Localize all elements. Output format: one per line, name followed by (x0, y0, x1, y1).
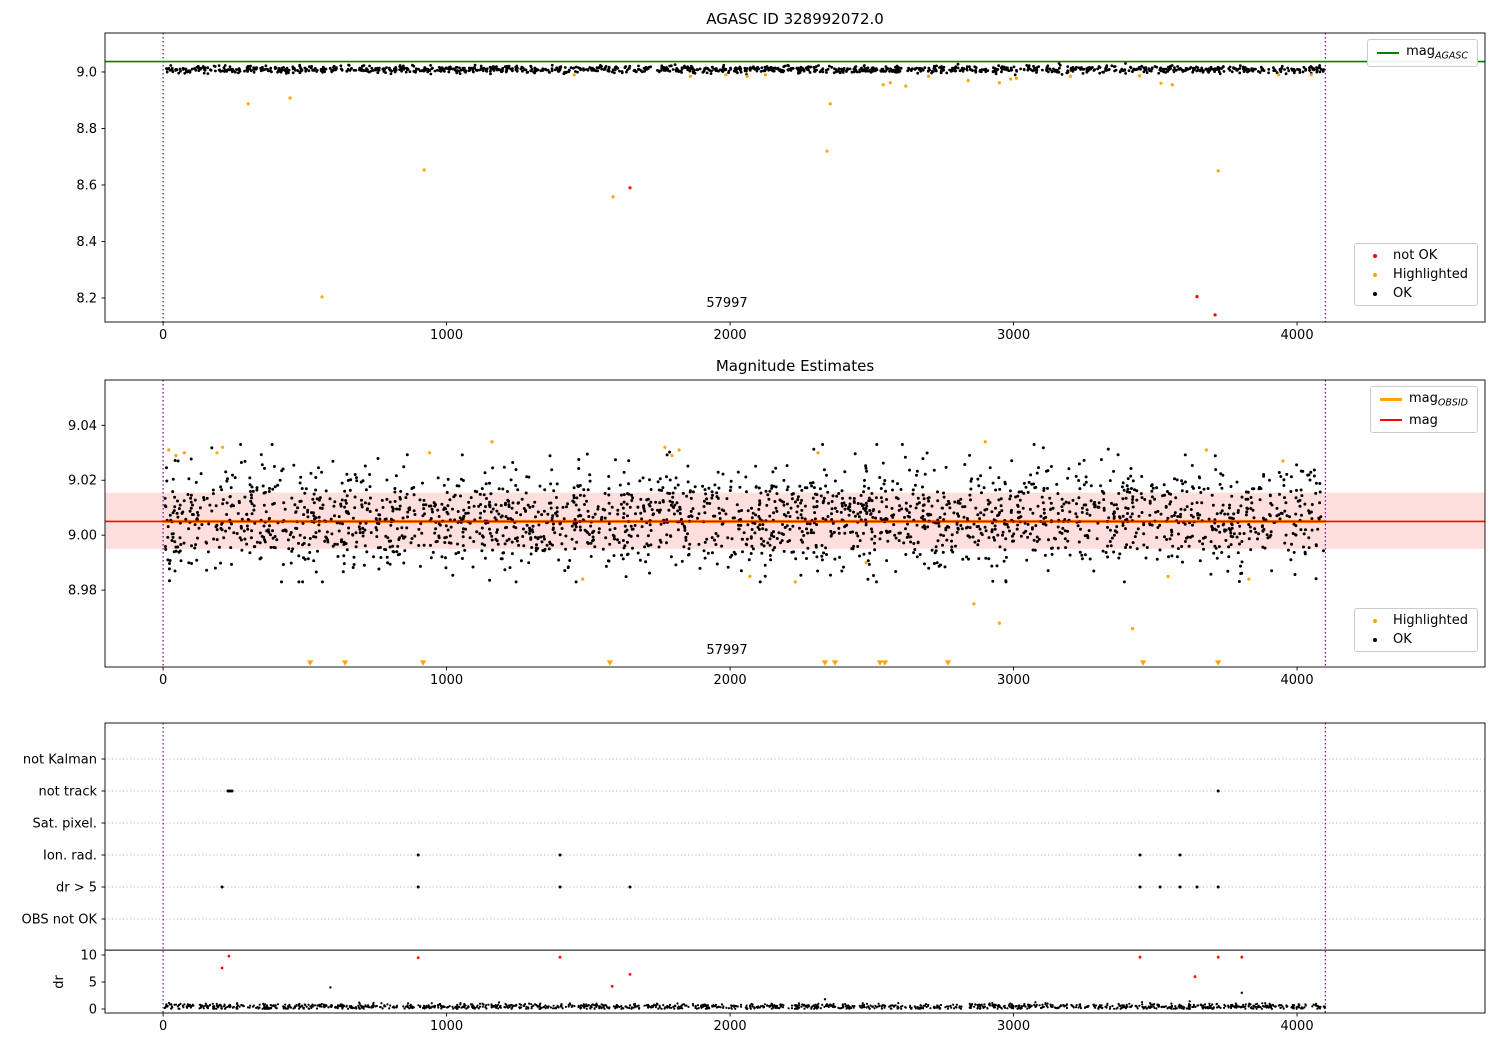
legend-entry-not-ok: not OK (1364, 248, 1468, 263)
svg-text:8.6: 8.6 (76, 178, 97, 193)
svg-text:10: 10 (80, 949, 97, 964)
legend-entry-mag-agasc: magAGASC (1377, 44, 1468, 62)
plot2-obsid-label: 57997 (706, 643, 748, 658)
svg-text:2000: 2000 (714, 1019, 747, 1034)
dr-outlier-points (329, 986, 1244, 1001)
svg-text:4000: 4000 (1281, 328, 1314, 343)
dr-axis-label: dr (52, 975, 67, 989)
legend-entry-ok-2-key (1364, 637, 1386, 642)
legend-entry-mag-obsid-key (1379, 398, 1402, 402)
svg-text:1000: 1000 (430, 673, 463, 688)
legend-plot1-markers: not OK Highlighted OK (1354, 243, 1478, 306)
svg-text:0: 0 (89, 1003, 97, 1018)
legend-entry-mag-key (1379, 419, 1402, 422)
svg-text:not Kalman: not Kalman (23, 753, 97, 768)
legend-entry-highlighted: Highlighted (1364, 267, 1468, 282)
svg-text:Sat. pixel.: Sat. pixel. (33, 817, 97, 832)
offscale-low-markers (307, 660, 1222, 666)
legend-entry-mag-obsid: magOBSID (1379, 391, 1468, 409)
svg-text:4000: 4000 (1281, 673, 1314, 688)
legend-entry-ok-2-label: OK (1393, 632, 1412, 647)
svg-text:5: 5 (89, 976, 97, 991)
legend-entry-mag-label: mag (1408, 412, 1438, 428)
svg-text:8.8: 8.8 (76, 122, 97, 137)
legend-mag-agasc: magAGASC (1367, 39, 1478, 67)
svg-text:2000: 2000 (714, 328, 747, 343)
svg-text:0: 0 (159, 328, 167, 343)
svg-text:8.2: 8.2 (76, 291, 97, 306)
plot-magnitude-estimates: 0 1000 2000 3000 4000 9.04 9.02 9.00 8.98 (68, 379, 1486, 688)
highlighted-points (246, 73, 1313, 299)
legend-plot2-lines: magOBSID mag (1369, 386, 1478, 433)
legend-entry-ok: OK (1364, 286, 1468, 301)
legend-entry-not-ok-key (1364, 253, 1386, 258)
legend-entry-ok-label: OK (1393, 286, 1412, 301)
legend-entry-mag-agasc-label: magAGASC (1406, 44, 1468, 62)
plot-agasc-mag: 0 1000 2000 3000 4000 9.0 8.8 8.6 8.4 8.2 (76, 32, 1486, 343)
legend-entry-mag: mag (1379, 412, 1468, 428)
legend-entry-highlighted-key (1364, 272, 1386, 277)
svg-text:9.0: 9.0 (76, 65, 97, 80)
svg-text:8.4: 8.4 (76, 235, 97, 250)
svg-text:Ion. rad.: Ion. rad. (43, 849, 97, 864)
svg-text:2000: 2000 (714, 673, 747, 688)
plot1-obsid-label: 57997 (706, 296, 748, 311)
svg-text:1000: 1000 (430, 328, 463, 343)
legend-entry-mag-obsid-label: magOBSID (1408, 391, 1468, 409)
svg-text:0: 0 (159, 1019, 167, 1034)
legend-plot2-markers: Highlighted OK (1354, 608, 1478, 652)
svg-text:3000: 3000 (997, 673, 1030, 688)
svg-text:4000: 4000 (1281, 1019, 1314, 1034)
dr-points (163, 1000, 1327, 1010)
dr-bad-points (220, 954, 1244, 988)
svg-text:9.02: 9.02 (68, 474, 97, 489)
svg-text:3000: 3000 (997, 1019, 1030, 1034)
legend-entry-highlighted-2-label: Highlighted (1393, 613, 1468, 628)
svg-text:0: 0 (159, 673, 167, 688)
legend-entry-ok-key (1364, 291, 1386, 296)
legend-entry-not-ok-label: not OK (1393, 248, 1438, 263)
svg-text:3000: 3000 (997, 328, 1030, 343)
legend-entry-ok-2: OK (1364, 632, 1468, 647)
svg-text:dr > 5: dr > 5 (56, 881, 97, 896)
legend-entry-highlighted-label: Highlighted (1393, 267, 1468, 282)
ok-points (165, 62, 1326, 77)
plot1-title: AGASC ID 328992072.0 (706, 10, 884, 28)
svg-text:9.04: 9.04 (68, 419, 97, 434)
legend-entry-highlighted-2: Highlighted (1364, 613, 1468, 628)
svg-text:9.00: 9.00 (68, 529, 97, 544)
plot2-title: Magnitude Estimates (715, 357, 875, 375)
svg-text:1000: 1000 (430, 1019, 463, 1034)
svg-text:OBS not OK: OBS not OK (22, 913, 98, 928)
plot-flags-dr: 0 1000 2000 3000 4000 not Kalman not track Sat.… (22, 722, 1486, 1034)
legend-entry-highlighted-2-key (1364, 618, 1386, 623)
svg-text:not track: not track (38, 785, 97, 800)
legend-entry-mag-agasc-key (1377, 51, 1400, 54)
svg-text:8.98: 8.98 (68, 584, 97, 599)
